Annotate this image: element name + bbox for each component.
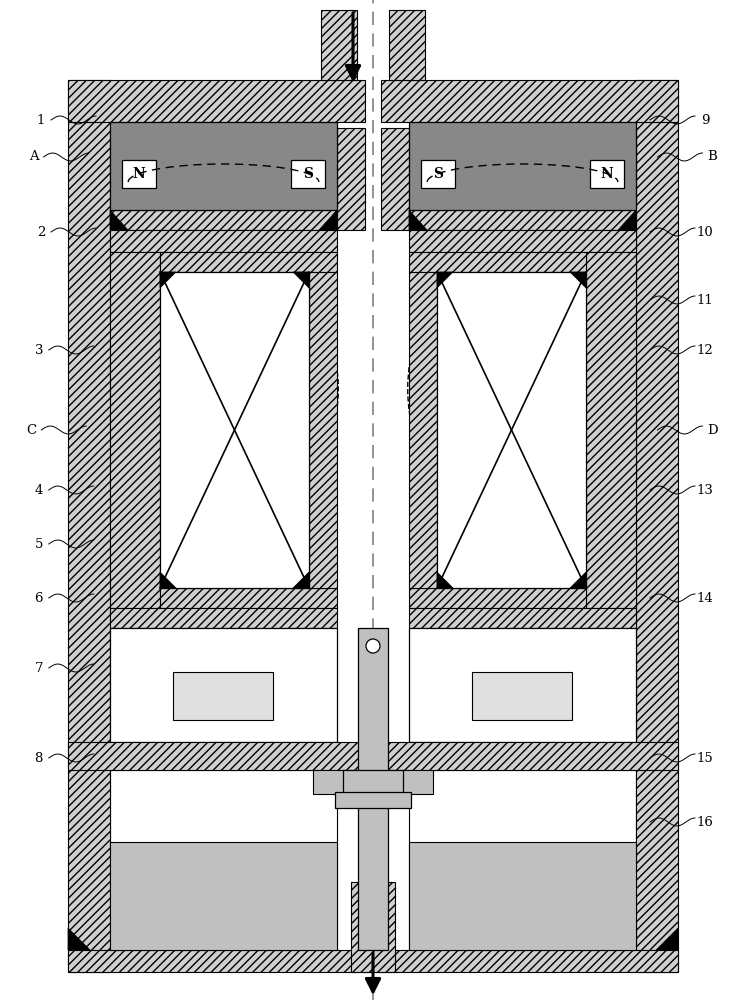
Polygon shape — [437, 272, 453, 288]
Text: S: S — [303, 167, 313, 181]
Text: 7: 7 — [34, 662, 43, 674]
Polygon shape — [293, 572, 309, 588]
Text: C: C — [26, 424, 37, 436]
Text: 3: 3 — [34, 344, 43, 357]
Bar — [586, 252, 636, 608]
Text: 15: 15 — [697, 752, 713, 764]
Bar — [110, 122, 337, 210]
Text: N: N — [601, 167, 613, 181]
Bar — [409, 770, 636, 950]
Bar — [110, 210, 337, 230]
Bar — [409, 252, 586, 272]
Bar — [389, 10, 425, 80]
Text: 8: 8 — [34, 752, 43, 764]
Text: 10: 10 — [697, 226, 713, 238]
Bar — [409, 608, 636, 628]
Polygon shape — [293, 272, 309, 288]
Text: S: S — [433, 167, 443, 181]
Bar — [421, 160, 455, 188]
Bar — [472, 672, 572, 720]
Polygon shape — [656, 928, 678, 950]
Text: D: D — [707, 424, 718, 436]
Bar — [337, 128, 365, 230]
Polygon shape — [570, 572, 586, 588]
Bar — [381, 80, 678, 122]
Bar — [68, 80, 365, 972]
Bar — [110, 770, 337, 950]
Bar — [409, 628, 636, 742]
Bar — [409, 588, 586, 608]
Polygon shape — [110, 210, 128, 230]
Bar — [409, 230, 636, 252]
Text: 16: 16 — [697, 816, 713, 828]
Bar — [381, 128, 409, 230]
Polygon shape — [618, 210, 636, 230]
Text: 5: 5 — [34, 538, 43, 550]
Bar — [110, 252, 160, 608]
Text: 12: 12 — [697, 344, 713, 357]
Text: 4: 4 — [34, 484, 43, 496]
Bar — [68, 80, 110, 972]
Bar — [351, 882, 395, 972]
Bar — [437, 272, 586, 588]
Bar — [110, 628, 337, 742]
Polygon shape — [437, 572, 453, 588]
Text: B: B — [707, 150, 718, 163]
Polygon shape — [570, 272, 586, 288]
Text: 14: 14 — [697, 591, 713, 604]
Bar — [68, 742, 678, 770]
Bar — [343, 770, 403, 794]
Bar — [122, 160, 156, 188]
Bar — [173, 672, 273, 720]
Text: 1: 1 — [37, 113, 46, 126]
Bar — [68, 950, 678, 972]
Bar — [590, 160, 624, 188]
Bar — [409, 122, 636, 210]
Polygon shape — [319, 210, 337, 230]
Polygon shape — [160, 272, 176, 288]
Bar — [313, 770, 433, 794]
Bar — [110, 608, 337, 628]
Bar — [381, 80, 678, 972]
Bar — [160, 272, 309, 588]
Bar — [110, 230, 337, 252]
Text: 11: 11 — [697, 294, 713, 306]
Bar — [291, 160, 325, 188]
Bar — [636, 80, 678, 972]
Text: 6: 6 — [34, 591, 43, 604]
Text: 13: 13 — [697, 484, 713, 496]
Bar — [358, 628, 388, 950]
Bar — [409, 272, 437, 588]
Circle shape — [366, 639, 380, 653]
Bar — [335, 792, 411, 808]
Bar — [309, 272, 337, 588]
Bar — [110, 842, 337, 950]
Bar — [160, 252, 337, 272]
Polygon shape — [68, 928, 90, 950]
Bar — [409, 210, 636, 230]
Bar — [321, 10, 357, 80]
Text: N: N — [133, 167, 145, 181]
Polygon shape — [160, 572, 176, 588]
Polygon shape — [409, 210, 427, 230]
Text: 2: 2 — [37, 226, 46, 238]
Bar — [409, 842, 636, 950]
Text: A: A — [29, 150, 38, 163]
Bar — [68, 80, 365, 122]
Text: 9: 9 — [700, 113, 709, 126]
Bar — [160, 588, 337, 608]
